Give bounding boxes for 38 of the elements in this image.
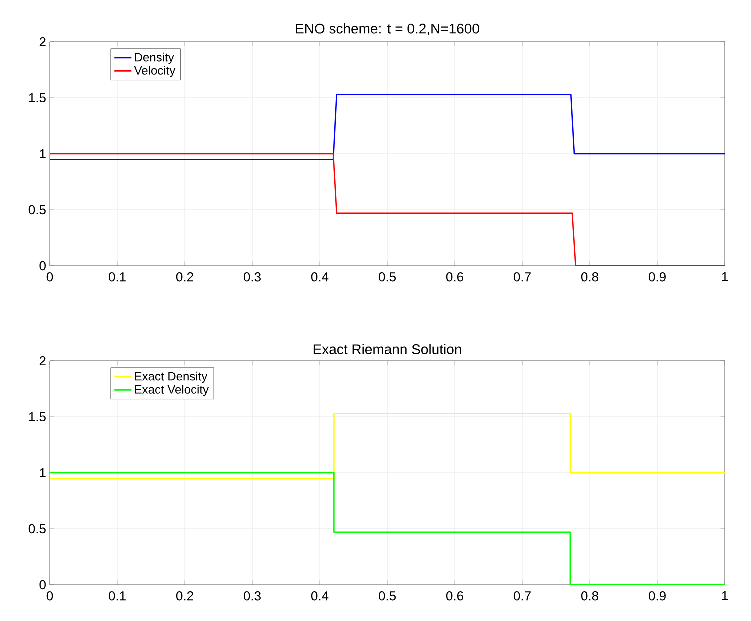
x-tick-label: 0.5: [378, 272, 396, 282]
chart-title: Exact Riemann Solution: [314, 344, 462, 354]
x-tick-label: 0.2: [176, 592, 194, 601]
x-tick-label: 1: [722, 592, 728, 600]
x-tick-label: 0.1: [108, 592, 126, 601]
x-tick-label: 0: [46, 592, 54, 601]
y-tick-label: 0.5: [28, 524, 46, 534]
legend-label: Exact Velocity: [135, 385, 209, 396]
x-tick-label: 0.5: [378, 592, 396, 601]
x-tick-label: 0.4: [311, 272, 329, 282]
y-tick-label: 0: [40, 580, 46, 590]
y-tick-label: 1: [40, 468, 46, 478]
x-tick-label: 0.9: [648, 272, 666, 282]
y-tick-label: 0.5: [28, 205, 46, 215]
x-tick-label: 0.3: [244, 272, 261, 282]
x-tick-label: 0.9: [648, 592, 666, 601]
y-tick-label: 1.5: [29, 93, 46, 103]
x-tick-label: 0.8: [581, 272, 598, 282]
x-tick-label: 0.7: [514, 592, 531, 601]
x-tick-label: 0.4: [311, 592, 329, 601]
legend-label: Density: [135, 52, 174, 64]
y-tick-label: 0: [40, 261, 46, 271]
x-tick-label: 0.7: [514, 272, 531, 282]
y-tick-label: 2: [40, 37, 46, 47]
x-tick-label: 0.1: [108, 272, 126, 282]
legend-label: Velocity: [134, 66, 176, 78]
x-tick-label: 0.3: [244, 592, 261, 601]
x-tick-label: 0.6: [446, 272, 464, 282]
y-tick-label: 1.5: [29, 412, 46, 422]
x-tick-label: 0.6: [446, 592, 464, 601]
chart-title: ENO scheme: t = 0.2,N=1600: [296, 24, 480, 36]
x-tick-label: 0.2: [176, 272, 194, 282]
legend-label: Exact Density: [135, 372, 208, 384]
y-tick-label: 1: [40, 150, 46, 158]
x-tick-label: 1: [722, 272, 728, 282]
x-tick-label: 0: [46, 272, 54, 282]
y-tick-label: 2: [40, 356, 46, 366]
x-tick-label: 0.8: [581, 592, 598, 601]
